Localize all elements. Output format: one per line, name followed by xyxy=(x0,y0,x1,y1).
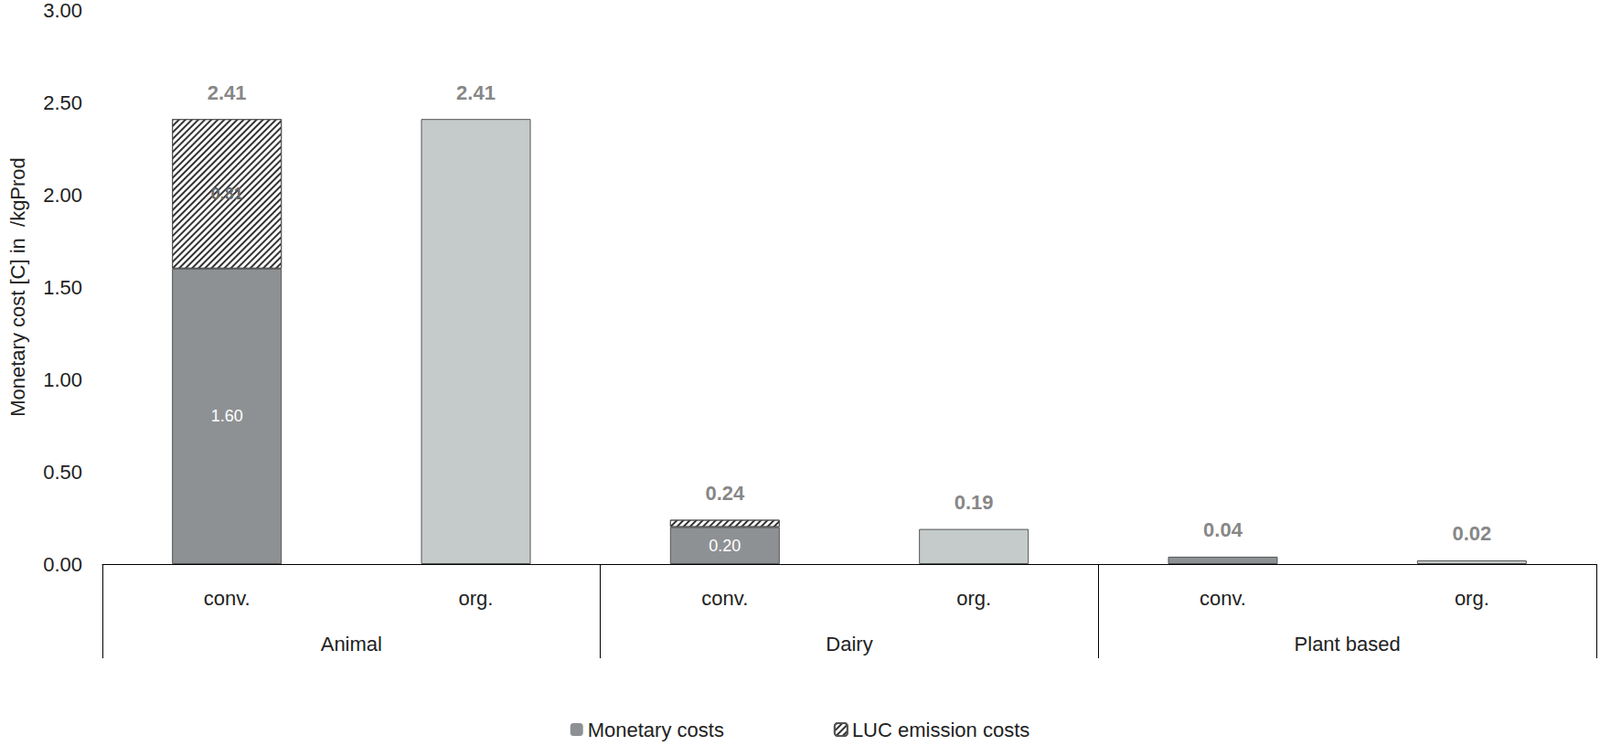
svg-text:0.04: 0.04 xyxy=(1203,518,1244,542)
svg-text:0.50: 0.50 xyxy=(42,460,83,484)
svg-text:2.00: 2.00 xyxy=(42,183,83,207)
svg-text:conv.: conv. xyxy=(203,586,251,610)
svg-text:0.81: 0.81 xyxy=(211,184,244,203)
svg-text:1.50: 1.50 xyxy=(42,276,83,299)
svg-text:Animal: Animal xyxy=(320,632,383,656)
svg-text:2.41: 2.41 xyxy=(456,81,496,105)
svg-text:LUC emission costs: LUC emission costs xyxy=(852,718,1030,742)
svg-text:Monetary cost [C] in /kgProd: Monetary cost [C] in /kgProd xyxy=(6,157,30,417)
svg-text:2.41: 2.41 xyxy=(207,81,247,105)
svg-text:0.02: 0.02 xyxy=(1451,522,1492,545)
svg-text:org.: org. xyxy=(956,586,992,610)
svg-text:3.00: 3.00 xyxy=(42,0,83,22)
svg-text:conv.: conv. xyxy=(1199,586,1247,610)
svg-text:conv.: conv. xyxy=(701,586,748,610)
svg-text:Plant based: Plant based xyxy=(1294,632,1401,656)
svg-text:0.19: 0.19 xyxy=(954,490,994,514)
svg-text:0.20: 0.20 xyxy=(708,536,741,555)
svg-text:2.50: 2.50 xyxy=(42,91,83,115)
svg-text:1.60: 1.60 xyxy=(211,406,244,426)
svg-text:org.: org. xyxy=(1454,586,1490,610)
svg-text:0.24: 0.24 xyxy=(704,481,746,505)
svg-text:Monetary costs: Monetary costs xyxy=(587,718,725,742)
svg-text:0.00: 0.00 xyxy=(42,553,83,576)
svg-text:org.: org. xyxy=(458,586,494,610)
svg-text:1.00: 1.00 xyxy=(42,368,83,392)
svg-text:Dairy: Dairy xyxy=(825,632,873,656)
